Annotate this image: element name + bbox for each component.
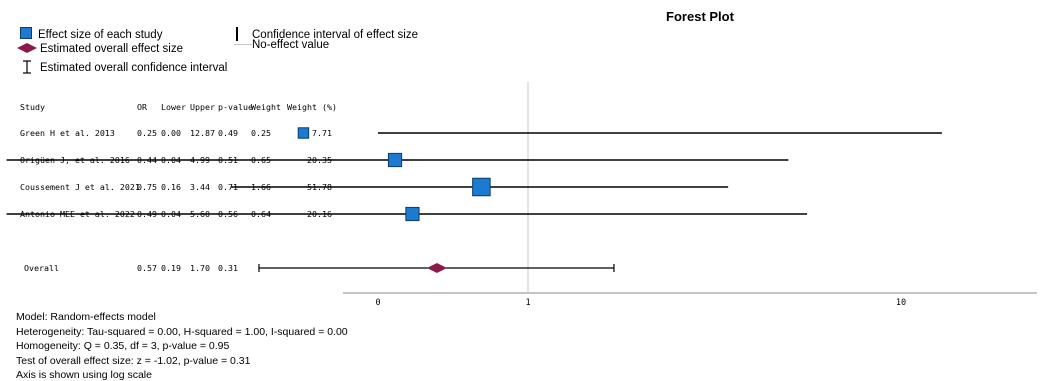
vertical-line-icon bbox=[236, 27, 238, 41]
table-cell-overall: 1.70 bbox=[190, 263, 210, 273]
footer-line: Axis is shown using log scale bbox=[16, 369, 152, 381]
footer-line: Heterogeneity: Tau-squared = 0.00, H-squ… bbox=[16, 326, 348, 338]
legend-ci-label: Confidence interval of effect size bbox=[252, 29, 418, 41]
diamond-icon bbox=[17, 43, 37, 53]
legend-ci-overall: Estimated overall confidence interval bbox=[22, 60, 227, 74]
legend-overall: Estimated overall effect size bbox=[16, 42, 183, 55]
table-cell: 0.71 bbox=[218, 182, 238, 192]
legend-ci-overall-label: Estimated overall confidence interval bbox=[40, 62, 228, 74]
footer-line: Test of overall effect size: z = -1.02, … bbox=[16, 355, 251, 367]
legend-noeffect-label: No-effect value bbox=[252, 39, 330, 51]
x-tick-label: 1 bbox=[525, 298, 530, 308]
blue-square-icon bbox=[20, 27, 32, 39]
legend-study-label: Effect size of each study bbox=[38, 29, 163, 41]
table-header: Study bbox=[20, 102, 45, 112]
table-header: Weight (%) bbox=[287, 102, 337, 112]
legend-overall-label: Estimated overall effect size bbox=[40, 43, 183, 55]
x-tick-label: 0 bbox=[375, 298, 380, 308]
table-cell: 12.87 bbox=[190, 128, 215, 138]
table-header: p-value bbox=[218, 102, 253, 112]
table-cell-overall: Overall bbox=[24, 263, 59, 273]
table-header: OR bbox=[137, 102, 147, 112]
capped-line-icon bbox=[23, 60, 31, 74]
table-cell-overall: 0.19 bbox=[161, 263, 181, 273]
legend-study: Effect size of each study bbox=[20, 27, 162, 41]
study-point bbox=[472, 177, 491, 197]
table-cell: 0.16 bbox=[161, 182, 181, 192]
table-header: Lower bbox=[161, 102, 186, 112]
table-cell: 0.25 bbox=[251, 128, 271, 138]
table-cell: Coussement J et al. 2021 bbox=[20, 182, 140, 192]
table-cell: 0.25 bbox=[137, 128, 157, 138]
table-cell-overall: 0.31 bbox=[218, 263, 238, 273]
table-cell: 0.75 bbox=[137, 182, 157, 192]
table-cell: Green H et al. 2013 bbox=[20, 128, 115, 138]
table-header: Weight bbox=[251, 102, 281, 112]
footer-line: Model: Random-effects model bbox=[16, 311, 156, 323]
x-tick-label: 10 bbox=[896, 298, 906, 308]
table-cell: 3.44 bbox=[190, 182, 210, 192]
study-point bbox=[405, 206, 420, 222]
table-cell: 0.00 bbox=[161, 128, 181, 138]
study-point bbox=[297, 127, 310, 139]
table-cell: 0.49 bbox=[218, 128, 238, 138]
overall-diamond bbox=[426, 263, 447, 273]
table-cell-overall: 0.57 bbox=[137, 263, 157, 273]
study-point bbox=[387, 152, 403, 168]
footer-line: Homogeneity: Q = 0.35, df = 3, p-value =… bbox=[16, 340, 230, 352]
legend-noeffect: No-effect value bbox=[234, 39, 329, 51]
table-header: Upper bbox=[190, 102, 215, 112]
gray-line-icon bbox=[234, 44, 252, 45]
table-cell: 7.71 bbox=[312, 128, 332, 138]
chart-title: Forest Plot bbox=[666, 9, 734, 24]
legend-ci: Confidence interval of effect size bbox=[236, 27, 418, 41]
